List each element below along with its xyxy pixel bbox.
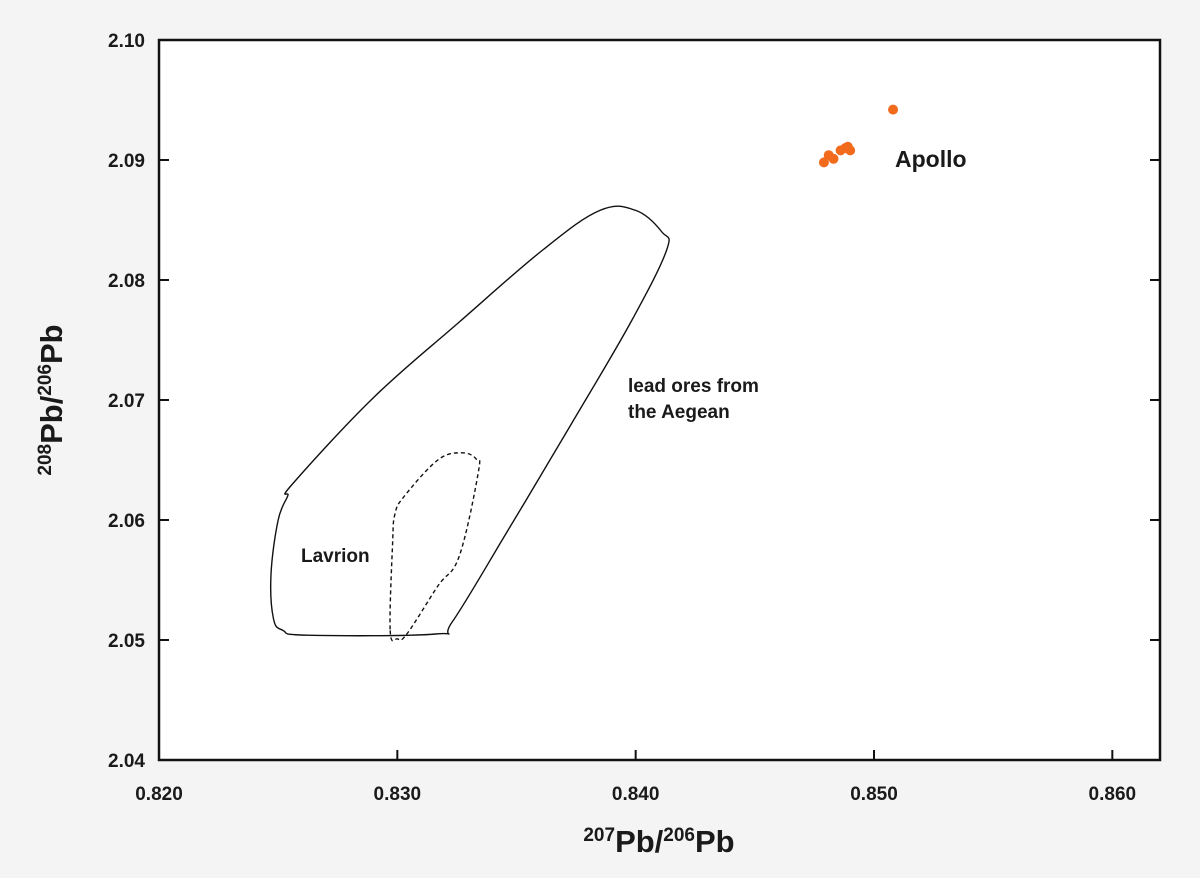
x-axis-ticks: 0.820 0.830 0.840 0.850 0.860: [135, 750, 1136, 805]
y-tick-label: 2.06: [108, 511, 145, 532]
data-point-apollo: [845, 145, 856, 156]
y-tick-label: 2.05: [108, 631, 145, 652]
data-point-apollo: [828, 153, 839, 164]
plot-area: [157, 38, 1162, 762]
data-point-apollo: [818, 157, 829, 168]
data-point-apollo: [888, 104, 899, 115]
annotation-aegean-line1: lead ores from: [628, 376, 759, 397]
y-tick-label: 2.07: [108, 391, 145, 412]
x-tick-label: 0.840: [612, 784, 660, 805]
data-points-layer: [818, 104, 899, 168]
y-tick-label: 2.09: [108, 151, 145, 172]
region-lead-ores-from-the-aegean: [270, 205, 670, 637]
region-lavrion: [389, 452, 481, 642]
y-tick-label: 2.08: [108, 271, 145, 292]
regions-layer: [270, 205, 670, 642]
x-axis-title: 207Pb/206Pb: [583, 824, 734, 859]
y-tick-label: 2.10: [108, 31, 145, 52]
y-tick-label: 2.04: [108, 751, 145, 772]
x-tick-label: 0.830: [374, 784, 422, 805]
annotation-aegean-line2: the Aegean: [628, 402, 730, 423]
y-axis-title: 208Pb/206Pb: [34, 324, 69, 475]
x-tick-label: 0.860: [1089, 784, 1137, 805]
annotation-apollo: Apollo: [895, 146, 967, 172]
x-tick-label: 0.820: [135, 784, 183, 805]
annotation-lavrion: Lavrion: [301, 546, 370, 567]
y-axis-ticks: 2.04 2.05 2.06 2.07 2.08 2.09 2.10: [108, 31, 1160, 772]
x-tick-label: 0.850: [850, 784, 898, 805]
